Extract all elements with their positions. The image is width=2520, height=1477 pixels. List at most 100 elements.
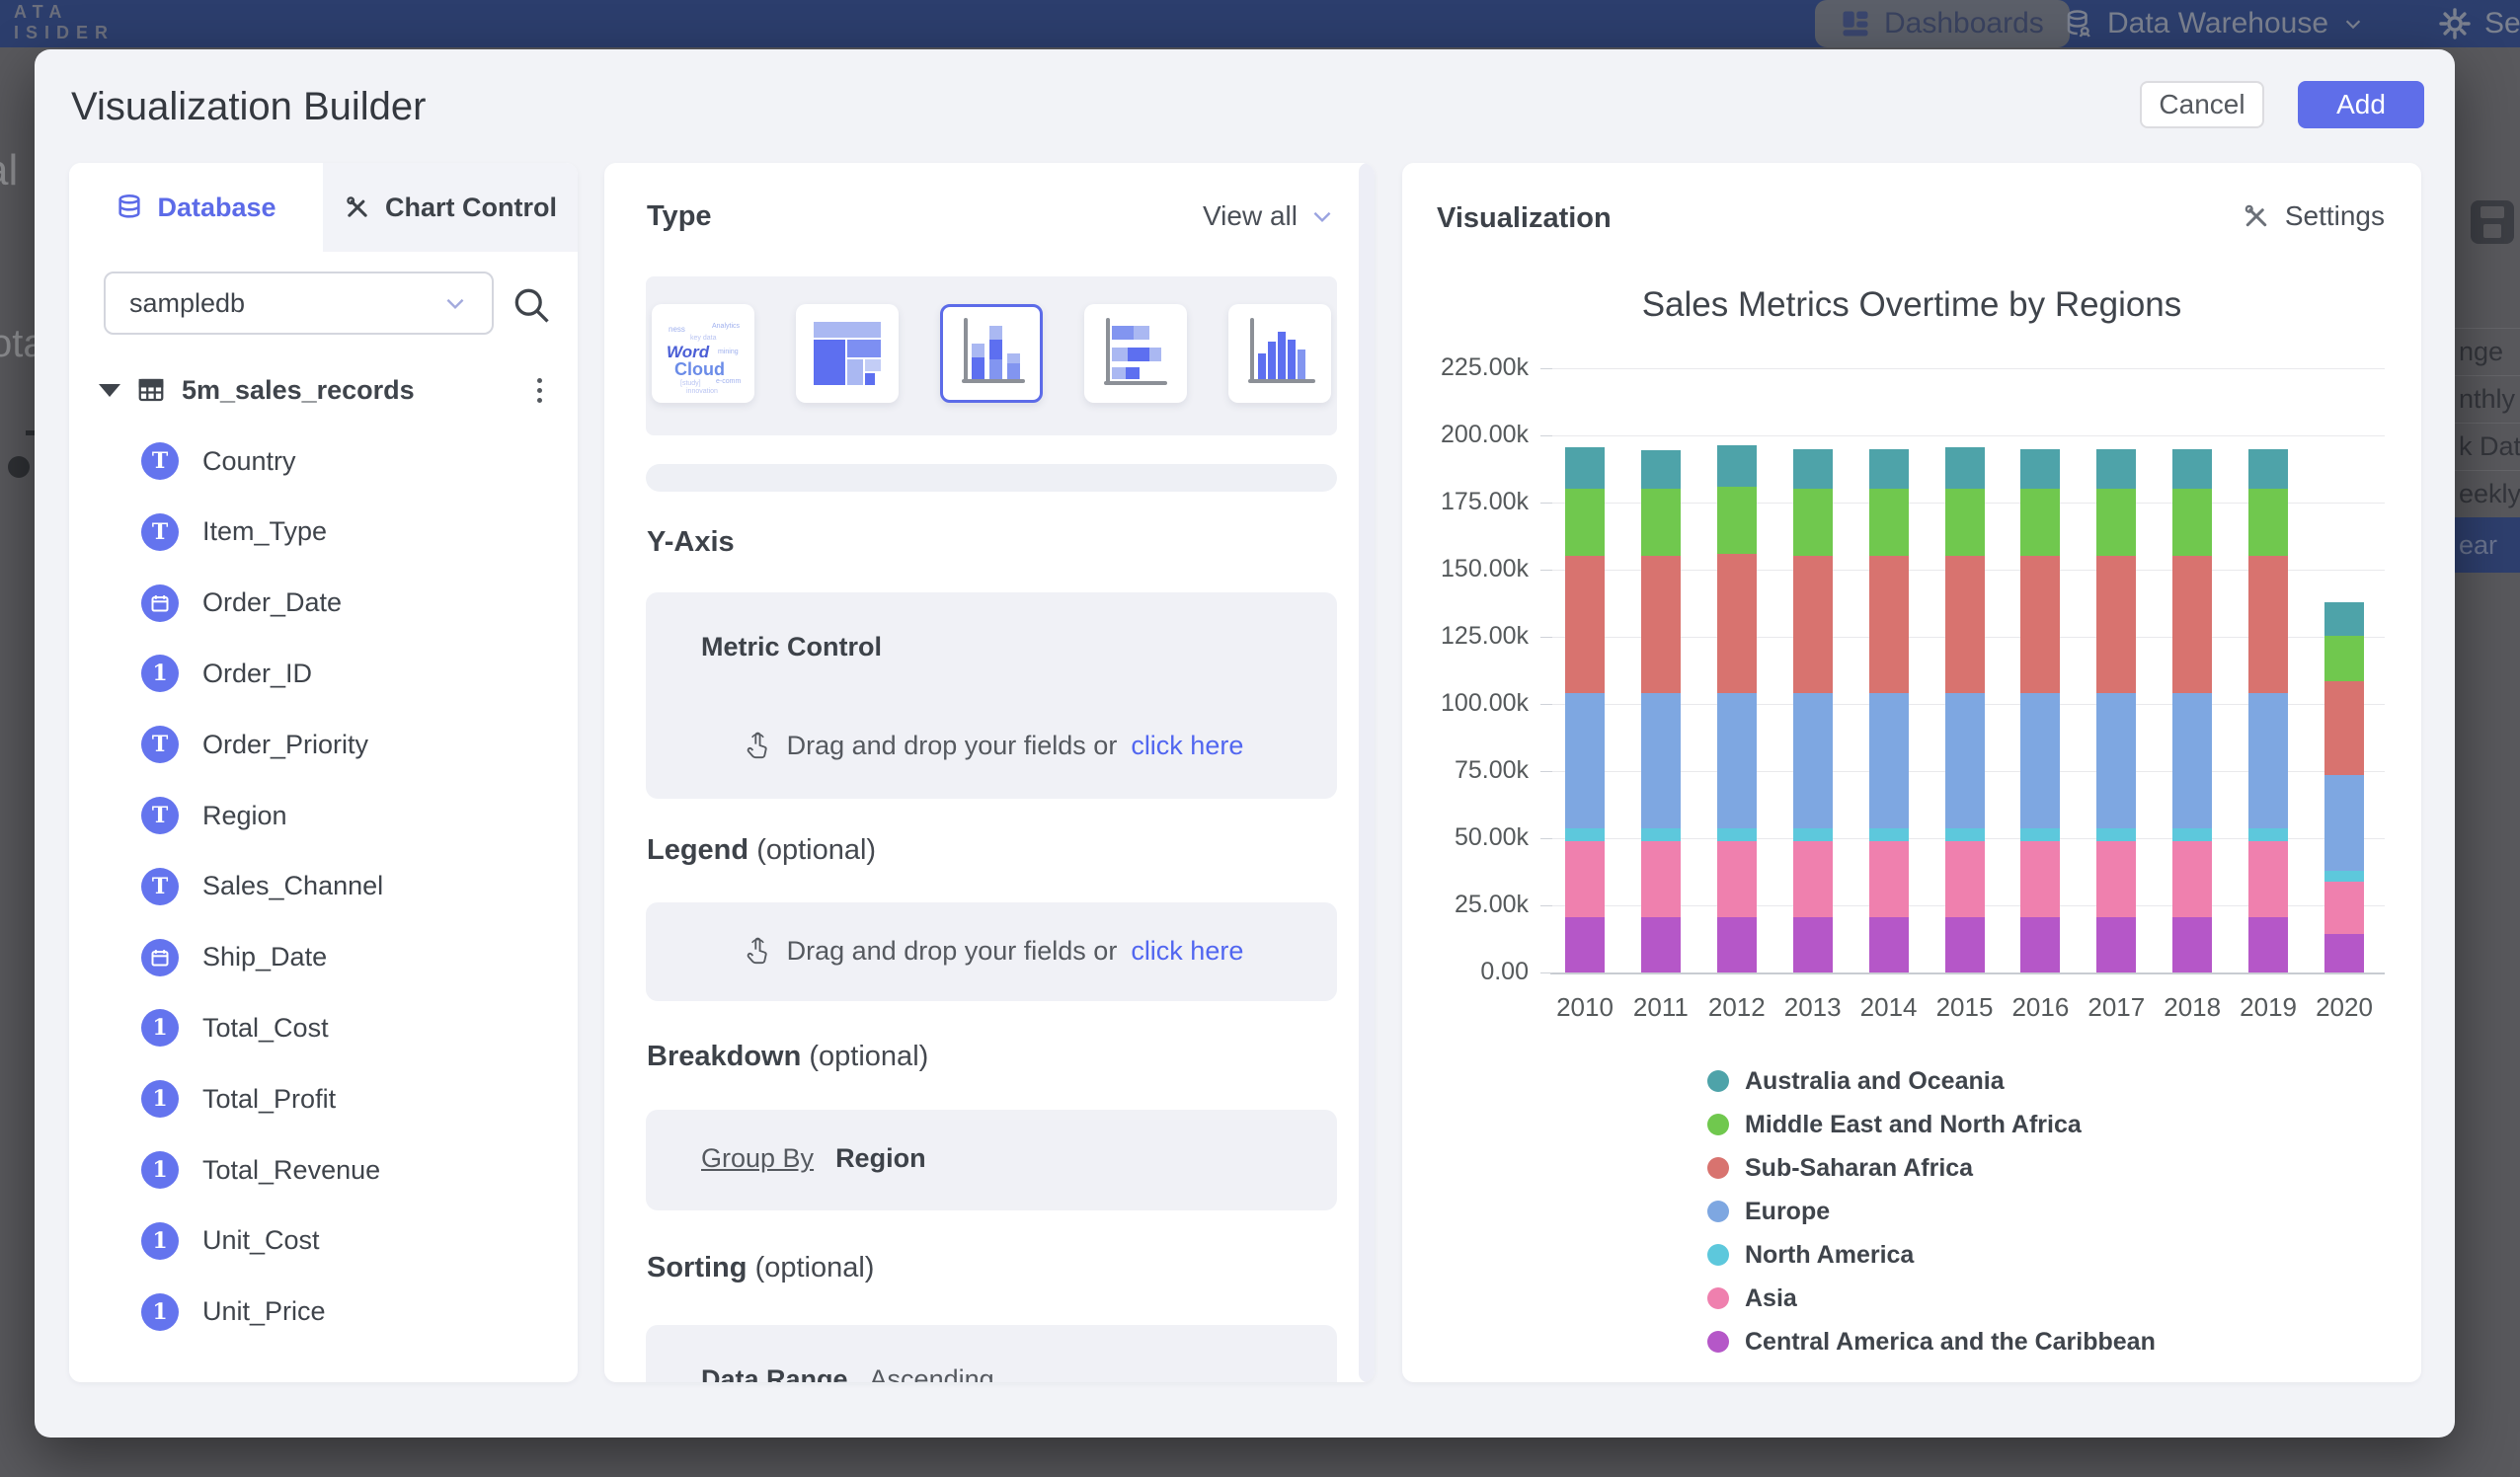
bar-segment[interactable] bbox=[2020, 840, 2061, 918]
bar-segment[interactable] bbox=[1716, 917, 1757, 972]
bar-segment[interactable] bbox=[1565, 447, 1605, 490]
bar-segment[interactable] bbox=[1640, 828, 1681, 841]
metric-control-dropzone[interactable]: Metric Control Drag and drop your fields… bbox=[646, 592, 1337, 799]
bar-segment[interactable] bbox=[1944, 840, 1985, 918]
bar-segment[interactable] bbox=[2096, 917, 2137, 972]
field-item-total_profit[interactable]: 1 Total_Profit bbox=[141, 1075, 336, 1123]
bar-segment[interactable] bbox=[1640, 917, 1681, 972]
bar-segment[interactable] bbox=[1565, 828, 1605, 841]
nav-item-dashboards[interactable]: Dashboards bbox=[1815, 0, 2070, 47]
field-item-country[interactable]: T Country bbox=[141, 437, 296, 485]
legend-item[interactable]: Australia and Oceania bbox=[1707, 1059, 2156, 1103]
field-item-unit_cost[interactable]: 1 Unit_Cost bbox=[141, 1217, 320, 1265]
bar-segment[interactable] bbox=[2324, 680, 2364, 776]
bar-segment[interactable] bbox=[1716, 840, 1757, 918]
legend-item[interactable]: North America bbox=[1707, 1233, 2156, 1277]
legend-dropzone[interactable]: Drag and drop your fields or click here bbox=[646, 902, 1337, 1001]
bar-segment[interactable] bbox=[1868, 840, 1909, 918]
nav-item-data-warehouse[interactable]: Data Warehouse bbox=[2064, 0, 2364, 47]
tab-chart-control[interactable]: Chart Control bbox=[323, 163, 578, 252]
view-all-button[interactable]: View all bbox=[1128, 200, 1335, 232]
bar-segment[interactable] bbox=[1792, 840, 1833, 918]
bar-segment[interactable] bbox=[2096, 693, 2137, 829]
horizontal-scrollbar[interactable] bbox=[646, 464, 1337, 492]
bar-segment[interactable] bbox=[2172, 448, 2213, 490]
bar-segment[interactable] bbox=[2020, 917, 2061, 972]
bar-segment[interactable] bbox=[2248, 828, 2289, 841]
cancel-button[interactable]: Cancel bbox=[2140, 81, 2264, 128]
bar-segment[interactable] bbox=[2172, 556, 2213, 694]
bar-segment[interactable] bbox=[1868, 693, 1909, 829]
legend-item[interactable]: Central America and the Caribbean bbox=[1707, 1320, 2156, 1363]
bar-segment[interactable] bbox=[1716, 553, 1757, 694]
tab-database[interactable]: Database bbox=[69, 163, 323, 252]
bar-segment[interactable] bbox=[2020, 828, 2061, 841]
bar-segment[interactable] bbox=[2020, 693, 2061, 829]
bar-segment[interactable] bbox=[1565, 917, 1605, 972]
bar-segment[interactable] bbox=[1792, 489, 1833, 557]
field-item-ship_date[interactable]: Ship_Date bbox=[141, 934, 327, 981]
group-by-link[interactable]: Group By bbox=[701, 1143, 815, 1173]
add-button[interactable]: Add bbox=[2298, 81, 2424, 128]
bar-segment[interactable] bbox=[1565, 556, 1605, 694]
bar-segment[interactable] bbox=[2096, 556, 2137, 694]
bar-segment[interactable] bbox=[2324, 881, 2364, 934]
bar-segment[interactable] bbox=[2020, 489, 2061, 557]
bar-segment[interactable] bbox=[1565, 489, 1605, 557]
bar-segment[interactable] bbox=[1716, 693, 1757, 829]
field-item-order_priority[interactable]: T Order_Priority bbox=[141, 721, 368, 768]
bar-segment[interactable] bbox=[2096, 828, 2137, 841]
bar-segment[interactable] bbox=[1944, 693, 1985, 829]
bar-segment[interactable] bbox=[1565, 840, 1605, 918]
legend-item[interactable]: Middle East and North Africa bbox=[1707, 1103, 2156, 1146]
search-icon[interactable] bbox=[510, 283, 553, 327]
settings-button[interactable]: Settings bbox=[2187, 200, 2385, 232]
click-here-link[interactable]: click here bbox=[1131, 935, 1244, 966]
bar-segment[interactable] bbox=[2248, 840, 2289, 918]
bar-segment[interactable] bbox=[1792, 693, 1833, 829]
bar-segment[interactable] bbox=[2172, 489, 2213, 557]
field-item-region[interactable]: T Region bbox=[141, 792, 287, 839]
bar-segment[interactable] bbox=[1792, 917, 1833, 972]
bar-segment[interactable] bbox=[1944, 489, 1985, 557]
field-item-order_date[interactable]: Order_Date bbox=[141, 580, 342, 627]
bar-segment[interactable] bbox=[2248, 693, 2289, 829]
bar-segment[interactable] bbox=[2324, 635, 2364, 681]
bar-segment[interactable] bbox=[1944, 556, 1985, 694]
bar-segment[interactable] bbox=[2324, 870, 2364, 882]
field-item-unit_price[interactable]: 1 Unit_Price bbox=[141, 1288, 326, 1336]
bar-segment[interactable] bbox=[2096, 840, 2137, 918]
bar-segment[interactable] bbox=[2020, 556, 2061, 694]
chart-type-treemap[interactable] bbox=[796, 304, 899, 403]
kebab-menu-icon[interactable] bbox=[531, 372, 548, 409]
bar-segment[interactable] bbox=[1792, 448, 1833, 490]
bar-segment[interactable] bbox=[1640, 556, 1681, 694]
bar-segment[interactable] bbox=[1716, 444, 1757, 487]
bar-segment[interactable] bbox=[1792, 556, 1833, 694]
bar-segment[interactable] bbox=[2248, 489, 2289, 557]
bar-segment[interactable] bbox=[2172, 917, 2213, 972]
bar-segment[interactable] bbox=[1868, 489, 1909, 557]
bar-segment[interactable] bbox=[1640, 449, 1681, 490]
bar-segment[interactable] bbox=[1868, 917, 1909, 972]
field-item-order_id[interactable]: 1 Order_ID bbox=[141, 650, 312, 697]
legend-item[interactable]: Europe bbox=[1707, 1190, 2156, 1233]
bar-segment[interactable] bbox=[1944, 828, 1985, 841]
field-item-total_cost[interactable]: 1 Total_Cost bbox=[141, 1004, 329, 1051]
table-tree-row[interactable]: 5m_sales_records bbox=[99, 366, 548, 414]
bar-segment[interactable] bbox=[1640, 840, 1681, 918]
bar-segment[interactable] bbox=[2324, 933, 2364, 972]
sorting-dropzone[interactable]: Data Range Ascending bbox=[646, 1325, 1337, 1382]
bar-segment[interactable] bbox=[1640, 489, 1681, 557]
bar-segment[interactable] bbox=[2324, 775, 2364, 871]
bar-segment[interactable] bbox=[1868, 448, 1909, 490]
bar-segment[interactable] bbox=[1868, 556, 1909, 694]
breakdown-dropzone[interactable]: Group By Region bbox=[646, 1110, 1337, 1210]
chart-type-column[interactable] bbox=[1228, 304, 1331, 403]
database-select[interactable]: sampledb bbox=[104, 272, 494, 335]
bar-segment[interactable] bbox=[1716, 828, 1757, 841]
legend-item[interactable]: Asia bbox=[1707, 1277, 2156, 1320]
click-here-link[interactable]: click here bbox=[1131, 730, 1244, 760]
bar-segment[interactable] bbox=[2248, 917, 2289, 972]
bar-segment[interactable] bbox=[2172, 693, 2213, 829]
